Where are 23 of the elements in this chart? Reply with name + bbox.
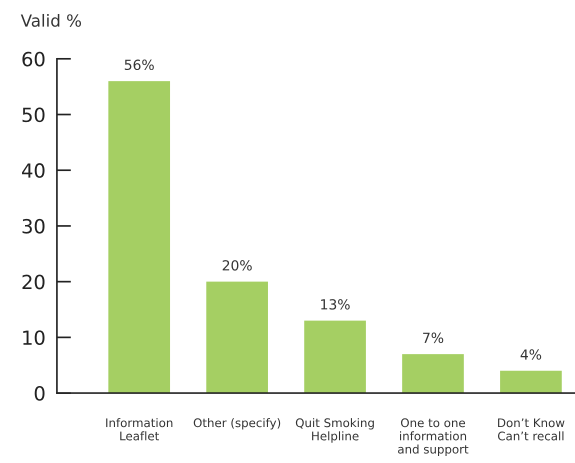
y-tick-label: 0	[34, 386, 45, 401]
bar	[500, 370, 562, 394]
x-tick-label: Don’t Know Can’t recall	[498, 418, 564, 440]
x-tick-label: Quit Smoking Helpline	[296, 418, 374, 443]
y-tick-label: 20	[22, 274, 45, 290]
x-tick-label: Information Leaflet	[106, 418, 172, 440]
data-label: 7%	[423, 332, 444, 344]
data-label: 56%	[124, 60, 154, 70]
bar	[304, 320, 366, 394]
x-tick-label: One to one information and support	[398, 418, 468, 456]
y-tick-label: 40	[22, 163, 45, 178]
bar	[108, 81, 170, 394]
y-tick-label: 30	[22, 218, 45, 234]
data-label: 13%	[321, 299, 350, 310]
x-tick-label: Other (specify)	[194, 418, 280, 430]
y-tick-label: 10	[23, 330, 45, 346]
bar	[402, 354, 464, 394]
data-label: 4%	[520, 349, 542, 360]
y-tick-label: 50	[22, 107, 45, 122]
bar	[206, 282, 268, 394]
y-axis-title: Valid %	[20, 14, 82, 27]
y-tick-label: 60	[22, 52, 45, 66]
data-label: 20%	[222, 260, 252, 271]
